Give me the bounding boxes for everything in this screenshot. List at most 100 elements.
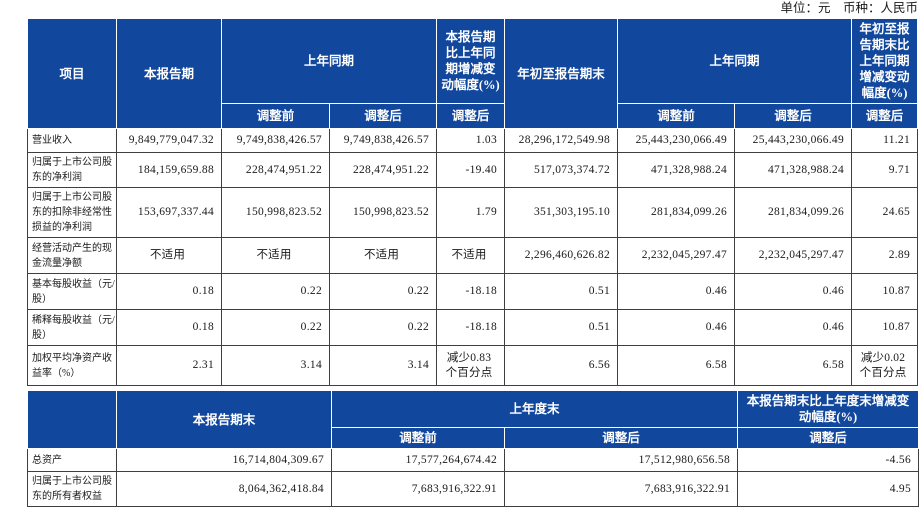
subheader-after-adjust: 调整后 <box>737 427 920 449</box>
value-cell: 471,328,988.24 <box>734 152 853 188</box>
value-cell: 10.87 <box>851 273 919 310</box>
value-cell: 1.03 <box>436 128 506 153</box>
value-cell: 9,849,779,047.32 <box>116 128 222 153</box>
value-cell: 351,303,195.10 <box>504 187 619 238</box>
value-cell: 不适用 <box>436 237 506 274</box>
col-header-end-change: 本报告期末比上年度末增减变动幅度(%) <box>737 390 920 428</box>
col-header-ytd-end: 年初至报告期末 <box>504 18 619 129</box>
value-cell: 6.58 <box>617 345 736 386</box>
value-cell: 0.46 <box>734 309 853 346</box>
value-cell: 0.22 <box>221 273 330 310</box>
table-row: 归属于上市公司股东的所有者权益 8,064,362,418.84 7,683,9… <box>27 471 920 507</box>
value-cell: 2.89 <box>851 237 919 274</box>
subheader-after-adjust: 调整后 <box>328 103 438 129</box>
value-cell: 281,834,099.26 <box>734 187 853 238</box>
value-cell: 1.79 <box>436 187 506 238</box>
value-cell: -19.40 <box>436 152 506 188</box>
value-cell: 0.22 <box>221 309 330 346</box>
col-header-item: 项目 <box>27 18 117 129</box>
col-header-prior-same-period: 上年同期 <box>220 18 438 104</box>
col-header-period-change: 本报告期比上年同期增减变动幅度(%) <box>436 18 506 104</box>
value-cell: 不适用 <box>221 237 330 274</box>
value-cell: 2,232,045,297.47 <box>734 237 853 274</box>
table-row: 稀释每股收益（元/股） 0.18 0.22 0.22 -18.18 0.51 0… <box>27 309 919 346</box>
table-row: 归属于上市公司股东的净利润 184,159,659.88 228,474,951… <box>27 152 919 188</box>
row-label: 稀释每股收益（元/股） <box>27 309 117 346</box>
value-cell: 6.56 <box>504 345 619 386</box>
subheader-after-adjust: 调整后 <box>734 103 853 129</box>
row-label: 基本每股收益（元/股） <box>27 273 117 310</box>
col-header-current-period: 本报告期 <box>116 18 222 129</box>
row-label: 归属于上市公司股东的净利润 <box>27 152 117 188</box>
value-cell: 281,834,099.26 <box>617 187 736 238</box>
value-cell: 11.21 <box>851 128 919 153</box>
header-row-sub: 调整前 调整后 调整后 调整前 调整后 调整后 <box>28 103 919 129</box>
subheader-after-adjust: 调整后 <box>851 103 919 129</box>
value-cell: 184,159,659.88 <box>116 152 222 188</box>
value-cell: 2,232,045,297.47 <box>617 237 736 274</box>
row-label: 加权平均净资产收益率（%） <box>27 345 117 386</box>
table-row: 基本每股收益（元/股） 0.18 0.22 0.22 -18.18 0.51 0… <box>27 273 919 310</box>
subheader-after-adjust: 调整后 <box>436 103 506 129</box>
value-cell: 517,073,374.72 <box>504 152 619 188</box>
quarterly-financials-table: 项目 本报告期 上年同期 本报告期比上年同期增减变动幅度(%) 年初至报告期末 … <box>27 18 919 386</box>
value-cell: 9,749,838,426.57 <box>328 128 438 153</box>
col-header-blank <box>27 390 117 449</box>
value-cell: 7,683,916,322.91 <box>331 471 505 507</box>
value-cell: 3.14 <box>328 345 438 386</box>
value-cell: 8,064,362,418.84 <box>116 471 332 507</box>
value-cell: 0.46 <box>734 273 853 310</box>
value-cell: 2.31 <box>116 345 222 386</box>
subheader-before-adjust: 调整前 <box>617 103 736 129</box>
value-cell: 9,749,838,426.57 <box>221 128 330 153</box>
value-cell: 471,328,988.24 <box>617 152 736 188</box>
table-row: 归属于上市公司股东的扣除非经常性损益的净利润 153,697,337.44 15… <box>27 187 919 238</box>
header-row-sub: 调整前 调整后 调整后 <box>28 427 920 449</box>
value-cell: 25,443,230,066.49 <box>617 128 736 153</box>
value-cell: 228,474,951.22 <box>221 152 330 188</box>
value-cell: 0.51 <box>504 309 619 346</box>
value-cell: -18.18 <box>436 273 506 310</box>
col-header-ytd-change: 年初至报告期末比上年同期增减变动幅度(%) <box>851 18 919 104</box>
table-row: 总资产 16,714,804,309.67 17,577,264,674.42 … <box>27 448 920 472</box>
table-row: 加权平均净资产收益率（%） 2.31 3.14 3.14 减少0.83个百分点 … <box>27 345 919 386</box>
row-label: 经营活动产生的现金流量净额 <box>27 237 117 274</box>
value-cell: 10.87 <box>851 309 919 346</box>
value-cell: 150,998,823.52 <box>328 187 438 238</box>
value-cell: 0.46 <box>617 273 736 310</box>
value-cell: 不适用 <box>328 237 438 274</box>
value-cell: 17,577,264,674.42 <box>331 448 505 472</box>
value-cell: 减少0.83个百分点 <box>436 345 506 386</box>
row-label: 营业收入 <box>27 128 117 153</box>
table-row: 营业收入 9,849,779,047.32 9,749,838,426.57 9… <box>27 128 919 153</box>
value-cell: 不适用 <box>116 237 222 274</box>
value-cell: 228,474,951.22 <box>328 152 438 188</box>
row-label: 归属于上市公司股东的所有者权益 <box>27 471 117 507</box>
value-cell: 7,683,916,322.91 <box>503 471 739 507</box>
value-cell: 0.18 <box>116 273 222 310</box>
value-cell: 0.46 <box>617 309 736 346</box>
header-row-main: 本报告期末 上年度末 本报告期末比上年度末增减变动幅度(%) <box>27 390 920 449</box>
value-cell: 9.71 <box>851 152 919 188</box>
value-cell: 0.51 <box>504 273 619 310</box>
row-label: 归属于上市公司股东的扣除非经常性损益的净利润 <box>27 187 117 238</box>
value-cell: 150,998,823.52 <box>221 187 330 238</box>
value-cell: 16,714,804,309.67 <box>116 448 332 472</box>
header-row-main: 项目 本报告期 上年同期 本报告期比上年同期增减变动幅度(%) 年初至报告期末 … <box>27 18 919 129</box>
value-cell: 6.58 <box>734 345 853 386</box>
row-label: 总资产 <box>27 448 117 472</box>
col-header-current-period-end: 本报告期末 <box>116 390 332 449</box>
value-cell: 2,296,460,626.82 <box>504 237 619 274</box>
unit-currency-note: 单位：元 币种：人民币 <box>780 1 918 15</box>
subheader-before-adjust: 调整前 <box>331 427 505 449</box>
subheader-before-adjust: 调整前 <box>221 103 330 129</box>
value-cell: 25,443,230,066.49 <box>734 128 853 153</box>
table-row: 经营活动产生的现金流量净额 不适用 不适用 不适用 不适用 2,296,460,… <box>27 237 919 274</box>
col-header-prior-same-period-ytd: 上年同期 <box>617 18 853 104</box>
value-cell: 0.18 <box>116 309 222 346</box>
value-cell: 0.22 <box>328 273 438 310</box>
value-cell: 4.95 <box>737 471 920 507</box>
value-cell: -18.18 <box>436 309 506 346</box>
value-cell: 28,296,172,549.98 <box>504 128 619 153</box>
